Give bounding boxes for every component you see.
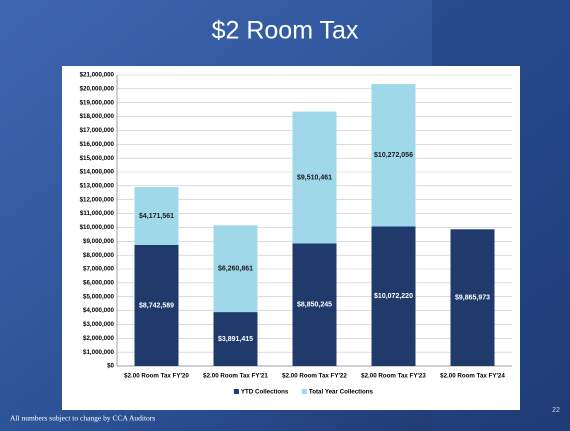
y-tick-label: $13,000,000 [80,182,115,189]
y-tick-label: $8,000,000 [83,252,115,259]
bar-segment [134,187,179,245]
y-tick-label: $0 [107,363,114,370]
bar-segment [450,229,495,366]
y-tick-label: $15,000,000 [80,155,115,162]
footer: All numbers subject to change by CCA Aud… [10,414,155,423]
y-tick-label: $2,000,000 [83,335,115,342]
y-tick-label: $12,000,000 [80,196,115,203]
value-label: $8,850,245 [297,302,332,309]
x-tick-label: $2.00 Room Tax FY'22 [282,373,347,380]
bar-segment [134,244,179,366]
bar-segment [213,312,258,366]
value-label: $3,891,415 [218,336,253,343]
y-tick-label: $6,000,000 [83,279,115,286]
value-label: $10,072,220 [374,293,413,300]
bar-segment [371,226,416,366]
y-tick-label: $16,000,000 [80,141,115,148]
page-number: 22 [552,407,560,414]
legend-swatch [233,389,239,394]
y-tick-label: $9,000,000 [83,238,115,245]
legend-label: YTD Collections [241,389,289,396]
value-label: $9,510,461 [297,174,332,181]
y-tick-label: $18,000,000 [80,113,115,120]
bar-segment [292,243,337,366]
value-label: $10,272,056 [374,152,413,159]
legend-swatch [301,389,307,394]
y-tick-label: $14,000,000 [80,169,115,176]
x-tick-label: $2.00 Room Tax FY'24 [440,373,505,380]
y-tick-label: $17,000,000 [80,127,115,134]
y-tick-label: $11,000,000 [80,210,115,217]
bar-segment [292,111,337,244]
y-tick-label: $10,000,000 [80,224,115,231]
bar-segment [213,225,258,313]
value-label: $9,865,973 [455,294,490,301]
y-tick-label: $4,000,000 [83,307,115,314]
y-tick-label: $7,000,000 [83,266,115,273]
y-tick-label: $21,000,000 [80,72,115,79]
x-tick-label: $2.00 Room Tax FY'21 [203,373,268,380]
value-label: $4,171,561 [139,213,174,220]
y-tick-label: $1,000,000 [83,349,115,356]
x-tick-label: $2.00 Room Tax FY'23 [361,373,426,380]
y-tick-label: $3,000,000 [83,321,115,328]
y-tick-label: $20,000,000 [80,85,115,92]
y-tick-label: $19,000,000 [80,99,115,106]
legend-label: Total Year Collections [309,389,374,396]
x-tick-label: $2.00 Room Tax FY'20 [124,373,189,380]
value-label: $8,742,589 [139,302,174,309]
y-tick-label: $5,000,000 [83,293,115,300]
value-label: $6,260,861 [218,266,253,273]
slide-title: $2 Room Tax [212,17,359,45]
bar-segment [371,84,416,227]
